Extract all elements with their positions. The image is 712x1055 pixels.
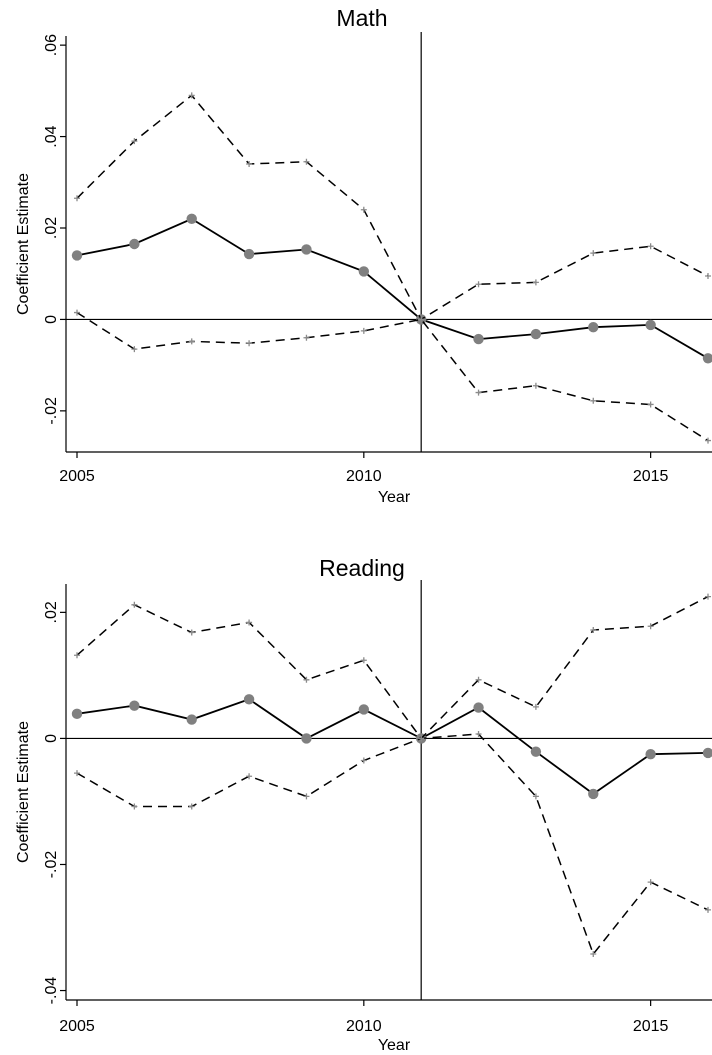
estimate-point	[129, 238, 140, 250]
lower-bound-point	[74, 309, 80, 316]
upper-bound-point	[475, 281, 482, 288]
upper-bound-point	[532, 703, 539, 710]
lower-bound-point	[246, 340, 253, 347]
lower-bound-point	[418, 735, 425, 742]
estimate-point	[473, 333, 484, 345]
upper-bound-point	[532, 279, 539, 286]
estimate-point	[588, 788, 599, 800]
x-tick-label: 2005	[59, 468, 95, 485]
upper-series-line	[76, 595, 709, 740]
lower-bound-point	[303, 334, 310, 341]
lower-series-line	[76, 311, 709, 442]
y-axis-label: Coefficient Estimate	[15, 173, 32, 315]
estimate-point	[358, 704, 370, 715]
estimate-point	[645, 319, 656, 331]
upper-bound-point	[705, 593, 711, 600]
upper-bound-point	[590, 250, 597, 257]
lower-bound-point	[705, 437, 711, 444]
lower-bound-point	[590, 950, 597, 957]
estimate-point	[186, 213, 197, 225]
estimate-point	[588, 322, 599, 333]
y-tick-label: -.02	[43, 851, 60, 879]
y-tick-label: .02	[43, 601, 60, 623]
lower-bound-point	[360, 757, 367, 764]
y-tick-label: 0	[43, 315, 60, 324]
y-tick-label: 0	[43, 734, 60, 743]
upper-bound-point	[188, 629, 195, 636]
estimate-point	[129, 700, 140, 711]
estimate-series-line	[76, 217, 709, 360]
y-tick-label: .06	[43, 34, 60, 56]
upper-bound-point	[246, 161, 253, 167]
estimate-point	[301, 733, 312, 744]
estimate-point	[530, 328, 542, 340]
lower-bound-point	[705, 906, 711, 913]
upper-series-line	[76, 94, 709, 321]
lower-bound-point	[131, 803, 138, 810]
upper-bound-point	[647, 623, 654, 630]
x-tick-label: 2010	[346, 468, 382, 485]
x-tick-label: 2015	[633, 468, 669, 485]
estimate-point	[702, 353, 712, 364]
upper-bound-point	[705, 273, 711, 279]
y-tick-label: -.04	[43, 977, 60, 1005]
lower-bound-point	[188, 338, 195, 345]
estimate-point	[702, 747, 712, 759]
lower-bound-point	[303, 793, 310, 800]
estimate-point	[71, 250, 83, 261]
chart-panel-reading: Reading -.04 -.02 0 .02 2005 2010 2015 Year Coeff…	[15, 555, 712, 1054]
x-tick-label: 2010	[346, 1018, 382, 1035]
lower-bound-point	[647, 401, 654, 408]
estimate-point	[301, 244, 312, 255]
upper-bound-point	[188, 92, 195, 99]
estimate-point	[645, 748, 656, 760]
upper-bound-point	[475, 676, 482, 683]
x-axis-label: Year	[378, 1037, 411, 1054]
upper-bound-point	[74, 652, 80, 659]
upper-bound-point	[360, 657, 367, 664]
estimate-point	[243, 694, 255, 705]
lower-bound-point	[131, 346, 138, 353]
lower-bound-point	[74, 770, 80, 777]
y-tick-label: .02	[43, 217, 60, 239]
lower-bound-point	[532, 793, 539, 800]
lower-bound-point	[188, 803, 195, 810]
upper-bound-point	[647, 243, 654, 250]
lower-bound-point	[532, 382, 539, 389]
upper-bound-point	[360, 206, 367, 213]
lower-bound-point	[647, 879, 654, 886]
estimate-point	[530, 746, 542, 757]
lower-bound-point	[360, 327, 367, 334]
estimate-point	[473, 702, 484, 713]
x-tick-label: 2015	[633, 1018, 669, 1035]
upper-bound-point	[303, 158, 310, 165]
estimate-series-line	[76, 698, 709, 796]
estimate-point	[358, 266, 370, 277]
upper-bound-point	[131, 138, 138, 145]
chart-title: Reading	[319, 555, 405, 581]
lower-bound-point	[246, 773, 253, 780]
upper-bound-point	[590, 627, 597, 634]
lower-bound-point	[418, 316, 425, 323]
upper-bound-point	[303, 676, 310, 683]
upper-bound-point	[246, 619, 253, 626]
lower-bound-point	[590, 397, 597, 404]
chart-panel-math: Math -.02 0 .02 .04 .06 2005 2010 2015 Year Coeffi…	[15, 5, 712, 506]
estimate-point	[186, 714, 197, 725]
estimate-point	[71, 708, 83, 720]
estimate-point	[243, 248, 255, 260]
lower-series-line	[76, 733, 709, 956]
y-tick-label: .04	[43, 125, 60, 147]
x-tick-label: 2005	[59, 1018, 95, 1035]
lower-bound-point	[475, 389, 482, 396]
chart-title: Math	[336, 5, 387, 31]
x-axis-label: Year	[378, 489, 411, 506]
upper-bound-point	[74, 195, 80, 202]
y-axis-label: Coefficient Estimate	[15, 721, 32, 863]
upper-bound-point	[131, 601, 138, 608]
lower-bound-point	[475, 731, 482, 738]
y-tick-label: -.02	[43, 397, 60, 425]
